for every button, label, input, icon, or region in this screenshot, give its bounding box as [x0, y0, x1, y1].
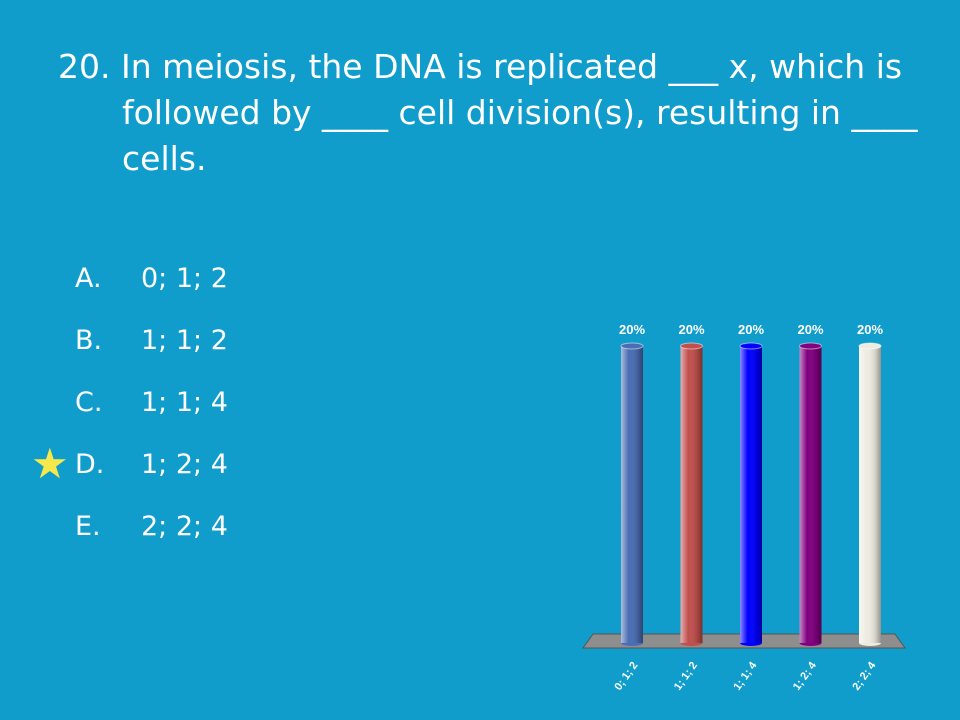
- answer-option-d[interactable]: ★ D. 1; 2; 4: [31, 434, 228, 496]
- chart-value-label: 20%: [738, 322, 764, 337]
- answer-letter: E.: [75, 511, 101, 542]
- answer-option-a[interactable]: A. 0; 1; 2: [75, 248, 228, 310]
- answer-letter: D.: [75, 449, 105, 480]
- chart-category-label: 0; 1; 2: [612, 660, 640, 693]
- chart-category-label: 1; 1; 4: [731, 659, 760, 693]
- answer-option-b[interactable]: B. 1; 1; 2: [75, 310, 228, 372]
- chart-value-labels: 20% 20% 20% 20% 20%: [619, 322, 883, 337]
- chart-value-label: 20%: [797, 322, 823, 337]
- answer-option-e[interactable]: E. 2; 2; 4: [75, 496, 228, 558]
- chart-category-labels: 0; 1; 2 1; 1; 2 1; 1; 4 1; 2; 4 2; 2; 4: [612, 659, 879, 693]
- chart-value-label: 20%: [678, 322, 704, 337]
- chart-bars: [620, 342, 882, 646]
- chart-bar: [620, 342, 644, 646]
- answer-text: 1; 1; 2: [141, 325, 228, 356]
- answer-letter: C.: [75, 387, 103, 418]
- answer-text: 1; 2; 4: [141, 449, 228, 480]
- answer-option-c[interactable]: C. 1; 1; 4: [75, 372, 228, 434]
- answer-letter: B.: [75, 325, 103, 356]
- answer-text: 1; 1; 4: [141, 387, 228, 418]
- answer-letter: A.: [75, 263, 102, 294]
- chart-bar: [680, 342, 703, 646]
- answer-list: A. 0; 1; 2 B. 1; 1; 2 C. 1; 1; 4 ★ D. 1; 2; 4 E. 2…: [31, 248, 228, 558]
- star-icon: ★: [31, 439, 69, 488]
- response-chart: 20% 20% 20% 20% 20% 0; 1; 2 1; 1; 2 1; 1; 4 1; …: [582, 322, 906, 693]
- chart-value-label: 20%: [857, 322, 883, 337]
- chart-category-label: 2; 2; 4: [850, 659, 879, 693]
- chart-bar: [858, 342, 882, 646]
- chart-value-label: 20%: [619, 322, 645, 337]
- chart-category-label: 1; 2; 4: [791, 659, 820, 693]
- chart-category-label: 1; 1; 2: [672, 660, 700, 693]
- chart-bar: [799, 342, 822, 646]
- chart-bar: [739, 342, 763, 646]
- answer-text: 2; 2; 4: [141, 511, 228, 542]
- answer-text: 0; 1; 2: [141, 263, 228, 294]
- question-text: 20. In meiosis, the DNA is replicated __…: [58, 47, 918, 178]
